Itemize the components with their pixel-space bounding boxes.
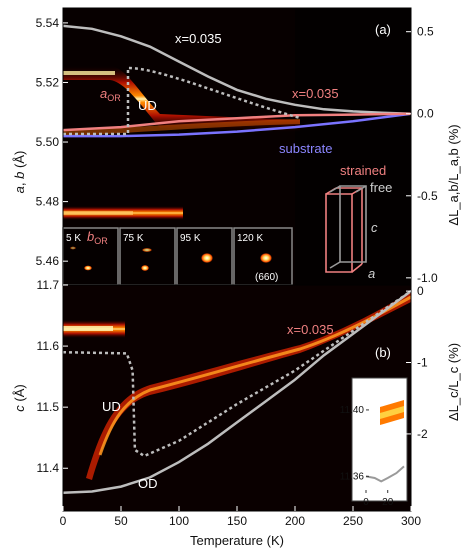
series-free-curve [63,24,411,115]
tick-label-b-left: 11.4 [37,461,60,475]
inset-5k-spot-2 [70,246,76,250]
inset-tick-label-y: 11.40 [340,405,365,416]
tick-label-a-left: 5.54 [36,16,60,30]
ud-band-flat-core [63,326,113,331]
ann-ud-b: UD [102,399,121,414]
series-strained-curve [63,112,411,132]
tick-label-x: 300 [401,514,421,528]
tick-label-a-left: 5.48 [36,195,60,209]
ann-b-or: bOR [87,229,108,246]
ann-free: free [370,180,392,195]
x-label: Temperature (K) [190,533,284,548]
tick-label-b-right: -1 [417,356,428,370]
inset-120k-label: 120 K [237,233,263,244]
panel-b-bottom-ticks: 0 50 100 150 200 250 300 [60,506,421,528]
panel-a: 5 K 75 K 95 K 120 K (660) [36,7,438,286]
inset-75k-spot-2 [142,248,152,252]
right-label-b: ΔL_c/L_c (%) [446,343,461,421]
tick-label-b-left: 11.6 [37,339,60,353]
tick-label-a-right: -1.0 [417,271,438,285]
tick-label-a-right: 0.5 [417,25,434,39]
right-label-a: ΔL_a,b/L_a,b (%) [446,124,461,225]
y-label-a: a, b (Å) [12,151,27,194]
ann-x-top: x=0.035 [175,31,222,46]
tick-label-b-right: -2 [417,427,428,441]
y-label-b: c (Å) [12,384,27,411]
inset-5k-spot [84,265,92,271]
a-or-band-core [63,71,115,75]
inset-75k-label: 75 K [123,233,144,244]
ann-substrate: substrate [279,141,332,156]
a-or-band [63,66,300,132]
tick-label-a-left: 5.52 [36,75,60,89]
tick-label-x: 50 [114,514,128,528]
ann-a-or: aOR [100,86,121,103]
tick-label-x: 250 [343,514,363,528]
inset-75k [119,227,176,286]
panel-b-heatmap [63,292,411,480]
inset-strip: 5 K 75 K 95 K 120 K (660) [62,227,293,286]
inset-75k-spot [141,265,149,271]
tick-label-a-right: 0.0 [417,107,434,121]
ann-x-right: x=0.035 [292,86,339,101]
panel-a-curves [63,24,411,138]
ud-band-rising-core [98,295,411,456]
panel-b-curves [63,290,411,494]
tick-label-a-right: -0.5 [417,189,438,203]
tick-label-x: 100 [169,514,189,528]
ann-box-a: a [368,266,375,281]
panel-a-right-shade [295,8,411,285]
panel-b-label: (b) [375,345,391,360]
inset-120k-spot [260,253,272,263]
inset-95k-spot [201,253,213,263]
ann-box-c: c [371,220,378,235]
ann-strained: strained [340,163,386,178]
tick-label-b-right: 0 [417,284,424,298]
unit-cell-diagram [325,185,367,273]
tick-label-x: 200 [285,514,305,528]
b-or-band-core [63,211,133,215]
panel-a-heatmap [63,66,300,220]
inset-660-label: (660) [255,272,278,283]
tick-label-b-left: 11.5 [37,400,60,414]
inset-95k-label: 95 K [180,233,201,244]
panel-a-right-ticks: 0.5 0.0 -0.5 -1.0 [406,25,438,285]
inset-tick-label-y: 11.36 [340,471,365,482]
panel-a-left-ticks: 5.54 5.52 5.50 5.48 5.46 [36,16,68,268]
series-od-curve [63,290,411,494]
tick-label-x: 150 [227,514,247,528]
tick-label-x: 0 [60,514,67,528]
inset-tick-label-x: 20 [382,497,394,508]
dotted-ud-curve-a [63,66,301,136]
series-substrate-curve [63,112,411,138]
inset-b-curve [365,465,405,483]
tick-label-a-left: 5.50 [36,135,60,149]
panel-b-left-ticks: 11.7 11.6 11.5 11.4 [37,278,68,475]
ann-x-b: x=0.035 [287,322,334,337]
ann-ud-a: UD [138,98,157,113]
inset-b-ticks: 11.40 11.36 0 20 [340,405,394,508]
ann-od: OD [138,476,158,491]
panel-a-label: (a) [375,22,391,37]
inset-b-band-core [380,406,404,419]
panel-b-inset: 11.40 11.36 0 20 [340,377,408,508]
free-cell [329,185,367,269]
inset-5k-label: 5 K [66,233,81,244]
tick-label-a-left: 5.46 [36,254,60,268]
series-ud-curve [63,290,411,458]
panel-b-right-ticks: 0 -1 -2 [406,284,428,441]
tick-label-b-left: 11.7 [37,278,60,292]
strained-band [63,119,300,137]
inset-tick-label-x: 0 [363,497,369,508]
